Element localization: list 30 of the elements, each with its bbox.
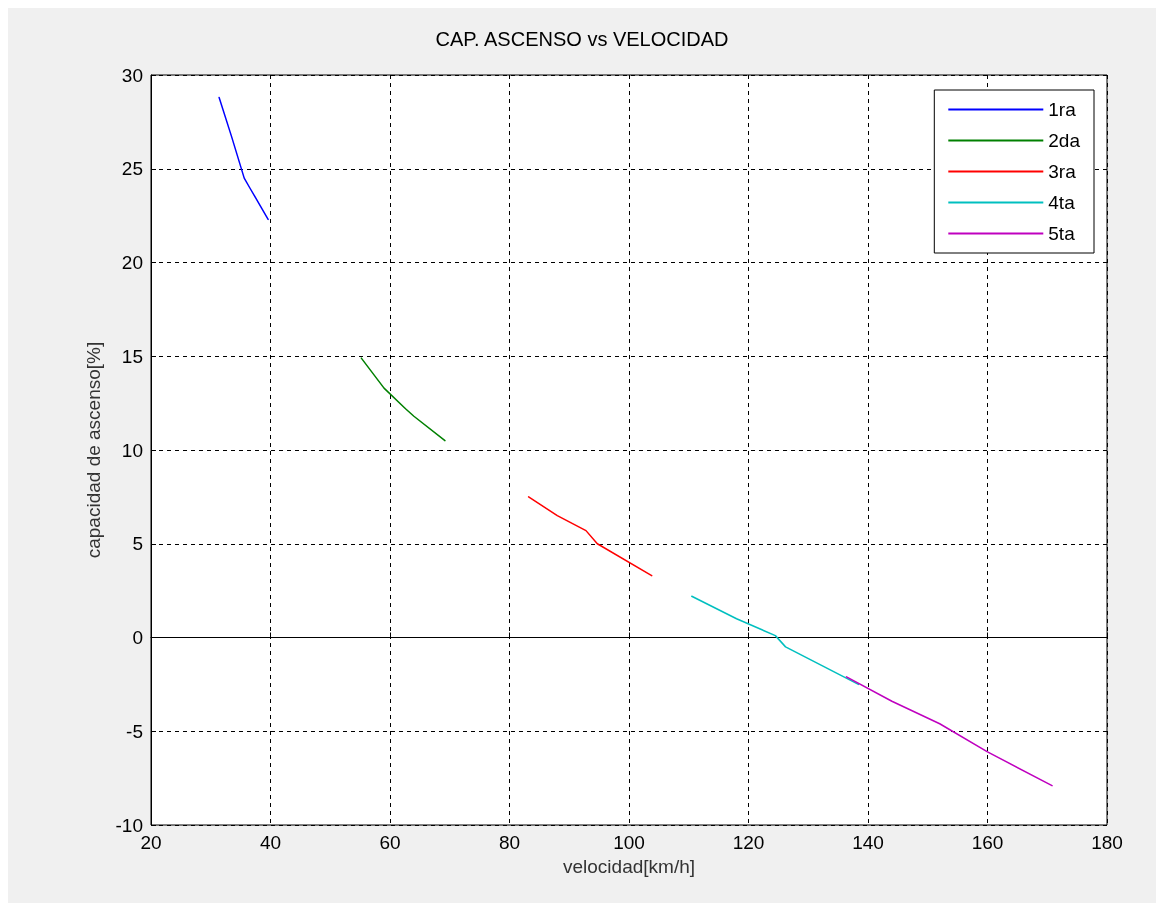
x-tick-label: 100: [613, 832, 645, 853]
legend-label: 1ra: [1048, 99, 1077, 120]
x-axis-title: velocidad[km/h]: [562, 855, 696, 877]
x-tick-label: 140: [852, 832, 884, 853]
x-tick-label: 80: [498, 832, 521, 853]
legend-label: 2da: [1048, 130, 1081, 151]
y-tick-label: 0: [132, 627, 143, 648]
line-series: [527, 496, 653, 577]
x-tick-label: 60: [379, 832, 401, 853]
x-tick-label: 180: [1091, 832, 1123, 853]
chart-title: CAP. ASCENSO vs VELOCIDAD: [435, 28, 729, 50]
legend-label: 3ra: [1048, 161, 1077, 182]
y-tick-label: 15: [121, 345, 143, 367]
legend-label: 4ta: [1048, 192, 1076, 213]
legend-label: 5ta: [1048, 223, 1076, 244]
y-tick-label: 5: [132, 533, 143, 555]
line-series: [360, 357, 446, 442]
line-series: [690, 595, 860, 686]
x-tick-label: 40: [259, 832, 282, 853]
x-tick-label: 160: [971, 832, 1004, 853]
y-tick-label: 30: [121, 64, 143, 86]
y-tick-label: 25: [121, 158, 143, 180]
y-tick-label: 10: [121, 439, 143, 461]
y-axis-title: capacidad de ascenso[%]: [83, 341, 104, 559]
line-series: [845, 676, 1053, 787]
y-tick-label: -10: [115, 814, 143, 836]
x-tick-label: 120: [732, 832, 765, 853]
line-series: [218, 96, 269, 221]
y-tick-label: 20: [121, 252, 143, 273]
y-tick-label: -5: [126, 720, 143, 742]
